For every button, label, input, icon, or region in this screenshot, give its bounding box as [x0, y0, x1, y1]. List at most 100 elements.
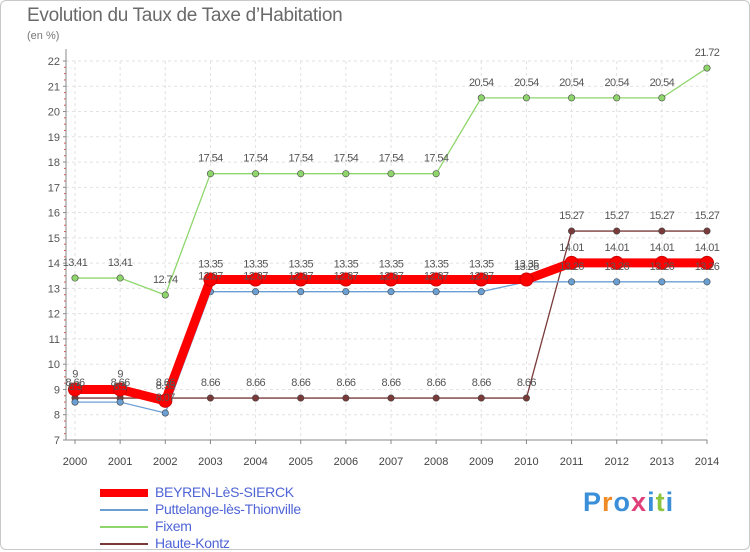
legend-label: Fixem — [155, 518, 192, 534]
data-point — [252, 288, 260, 296]
data-label: 14.01 — [695, 242, 720, 254]
y-tick-label: 10 — [48, 359, 60, 371]
data-label: 12.87 — [198, 271, 223, 283]
data-label: 12.87 — [334, 271, 359, 283]
data-label: 8.66 — [472, 377, 491, 389]
y-tick-label: 15 — [48, 233, 60, 245]
data-label: 9 — [117, 368, 123, 380]
data-label: 12.87 — [288, 271, 313, 283]
x-tick-label: 2009 — [469, 456, 493, 468]
data-point — [158, 393, 173, 408]
data-point — [613, 94, 621, 102]
chart-subtitle: (en %) — [27, 30, 60, 42]
data-point — [342, 288, 350, 296]
data-point — [568, 94, 576, 102]
data-label: 14.01 — [559, 242, 584, 254]
y-tick-label: 17 — [48, 182, 60, 194]
x-tick-label: 2003 — [198, 456, 222, 468]
data-label: 21.72 — [695, 47, 720, 59]
data-label: 17.54 — [288, 153, 313, 165]
data-point — [293, 272, 308, 287]
data-point — [297, 288, 305, 296]
data-point — [658, 94, 666, 102]
data-label: 13.26 — [650, 261, 675, 273]
data-point — [477, 288, 485, 296]
data-point — [71, 398, 79, 406]
data-point — [654, 255, 669, 270]
legend-swatch — [100, 543, 148, 545]
data-point — [297, 170, 305, 178]
x-tick-label: 2008 — [424, 456, 448, 468]
data-label: 14.01 — [604, 242, 629, 254]
data-point — [432, 288, 440, 296]
data-point — [613, 227, 621, 235]
legend-label: Haute-Kontz — [155, 535, 230, 551]
data-point — [700, 255, 714, 270]
data-point — [116, 398, 124, 406]
data-label: 8.5 — [113, 381, 127, 393]
data-label: 15.27 — [695, 210, 720, 222]
data-point — [429, 272, 444, 287]
x-tick-label: 2013 — [650, 456, 674, 468]
data-label: 17.54 — [198, 153, 223, 165]
data-label: 13.35 — [334, 259, 359, 271]
legend-swatch — [100, 509, 148, 511]
data-label: 13.35 — [243, 259, 268, 271]
data-point — [206, 394, 214, 402]
data-point — [206, 170, 214, 178]
data-label: 17.54 — [424, 153, 449, 165]
data-label: 8.66 — [111, 377, 130, 389]
data-point — [338, 272, 353, 287]
data-point — [248, 272, 263, 287]
data-label: 15.27 — [650, 210, 675, 222]
y-tick-label: 12 — [48, 309, 60, 321]
data-label: 9 — [72, 368, 78, 380]
data-label: 13.35 — [198, 259, 223, 271]
data-label: 15.27 — [559, 210, 584, 222]
data-point — [568, 278, 576, 286]
x-tick-label: 2004 — [243, 456, 267, 468]
data-point — [161, 291, 169, 299]
data-label: 8.66 — [65, 377, 84, 389]
x-tick-label: 2007 — [379, 456, 403, 468]
data-point — [71, 274, 79, 282]
y-tick-label: 8 — [54, 410, 60, 422]
y-tick-label: 19 — [48, 132, 60, 144]
data-label: 20.54 — [469, 77, 494, 89]
legend-label: Puttelange-lès-Thionville — [155, 501, 301, 517]
data-label: 12.87 — [243, 271, 268, 283]
data-label: 8.66 — [246, 377, 265, 389]
y-tick-label: 22 — [48, 56, 60, 68]
data-label: 13.35 — [288, 259, 313, 271]
data-point — [568, 227, 576, 235]
data-label: 20.54 — [514, 77, 539, 89]
y-tick-label: 16 — [48, 208, 60, 220]
data-point — [522, 94, 530, 102]
data-point — [477, 394, 485, 402]
data-point — [564, 255, 579, 270]
data-label: 13.35 — [469, 259, 494, 271]
data-label: 12.87 — [379, 271, 404, 283]
data-point — [658, 278, 666, 286]
logo-letter: t — [655, 487, 666, 517]
data-label: 8.5 — [68, 381, 82, 393]
data-label: 20.54 — [559, 77, 584, 89]
data-point — [432, 394, 440, 402]
data-label: 17.54 — [334, 153, 359, 165]
data-label: 8.66 — [156, 377, 175, 389]
data-point — [703, 64, 711, 72]
data-label: 13.26 — [695, 261, 720, 273]
data-point — [387, 288, 395, 296]
data-label: 8.66 — [291, 377, 310, 389]
y-tick-label: 7 — [54, 435, 60, 447]
logo-letter: x — [631, 487, 648, 517]
data-point — [519, 272, 534, 287]
data-label: 8.66 — [381, 377, 400, 389]
data-point — [477, 94, 485, 102]
data-point — [703, 227, 711, 235]
data-point — [387, 394, 395, 402]
data-point — [387, 170, 395, 178]
x-tick-label: 2014 — [695, 456, 719, 468]
x-tick-label: 2012 — [604, 456, 628, 468]
